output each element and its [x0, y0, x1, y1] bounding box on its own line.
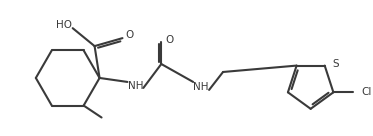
- Text: Cl: Cl: [361, 87, 372, 97]
- Text: NH: NH: [128, 81, 143, 91]
- Text: O: O: [165, 35, 173, 45]
- Text: O: O: [125, 30, 134, 40]
- Text: S: S: [333, 59, 339, 69]
- Text: NH: NH: [193, 82, 209, 92]
- Text: HO: HO: [56, 20, 72, 30]
